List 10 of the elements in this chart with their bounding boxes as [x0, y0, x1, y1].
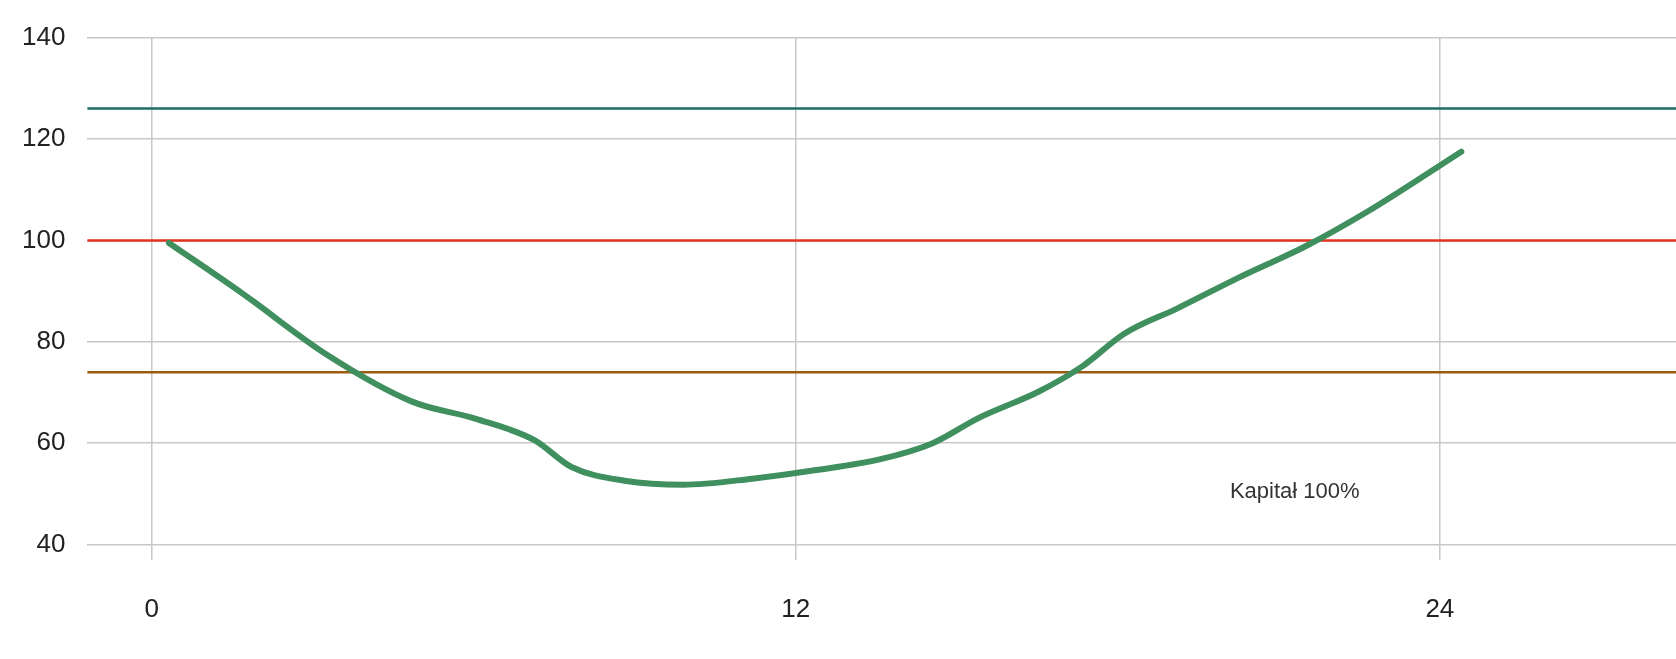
y-tick-label: 100 — [21, 223, 66, 254]
x-tick-label: 0 — [144, 592, 160, 623]
y-tick-label: 40 — [36, 527, 66, 558]
y-tick-label: 60 — [36, 426, 66, 457]
x-tick-label: 24 — [1425, 592, 1455, 623]
y-tick-label: 140 — [21, 20, 66, 51]
x-tick-label: 12 — [781, 592, 811, 623]
annotation: Kapitał 100% — [1229, 477, 1360, 503]
y-tick-label: 120 — [21, 122, 66, 153]
y-tick-label: 80 — [36, 324, 66, 355]
